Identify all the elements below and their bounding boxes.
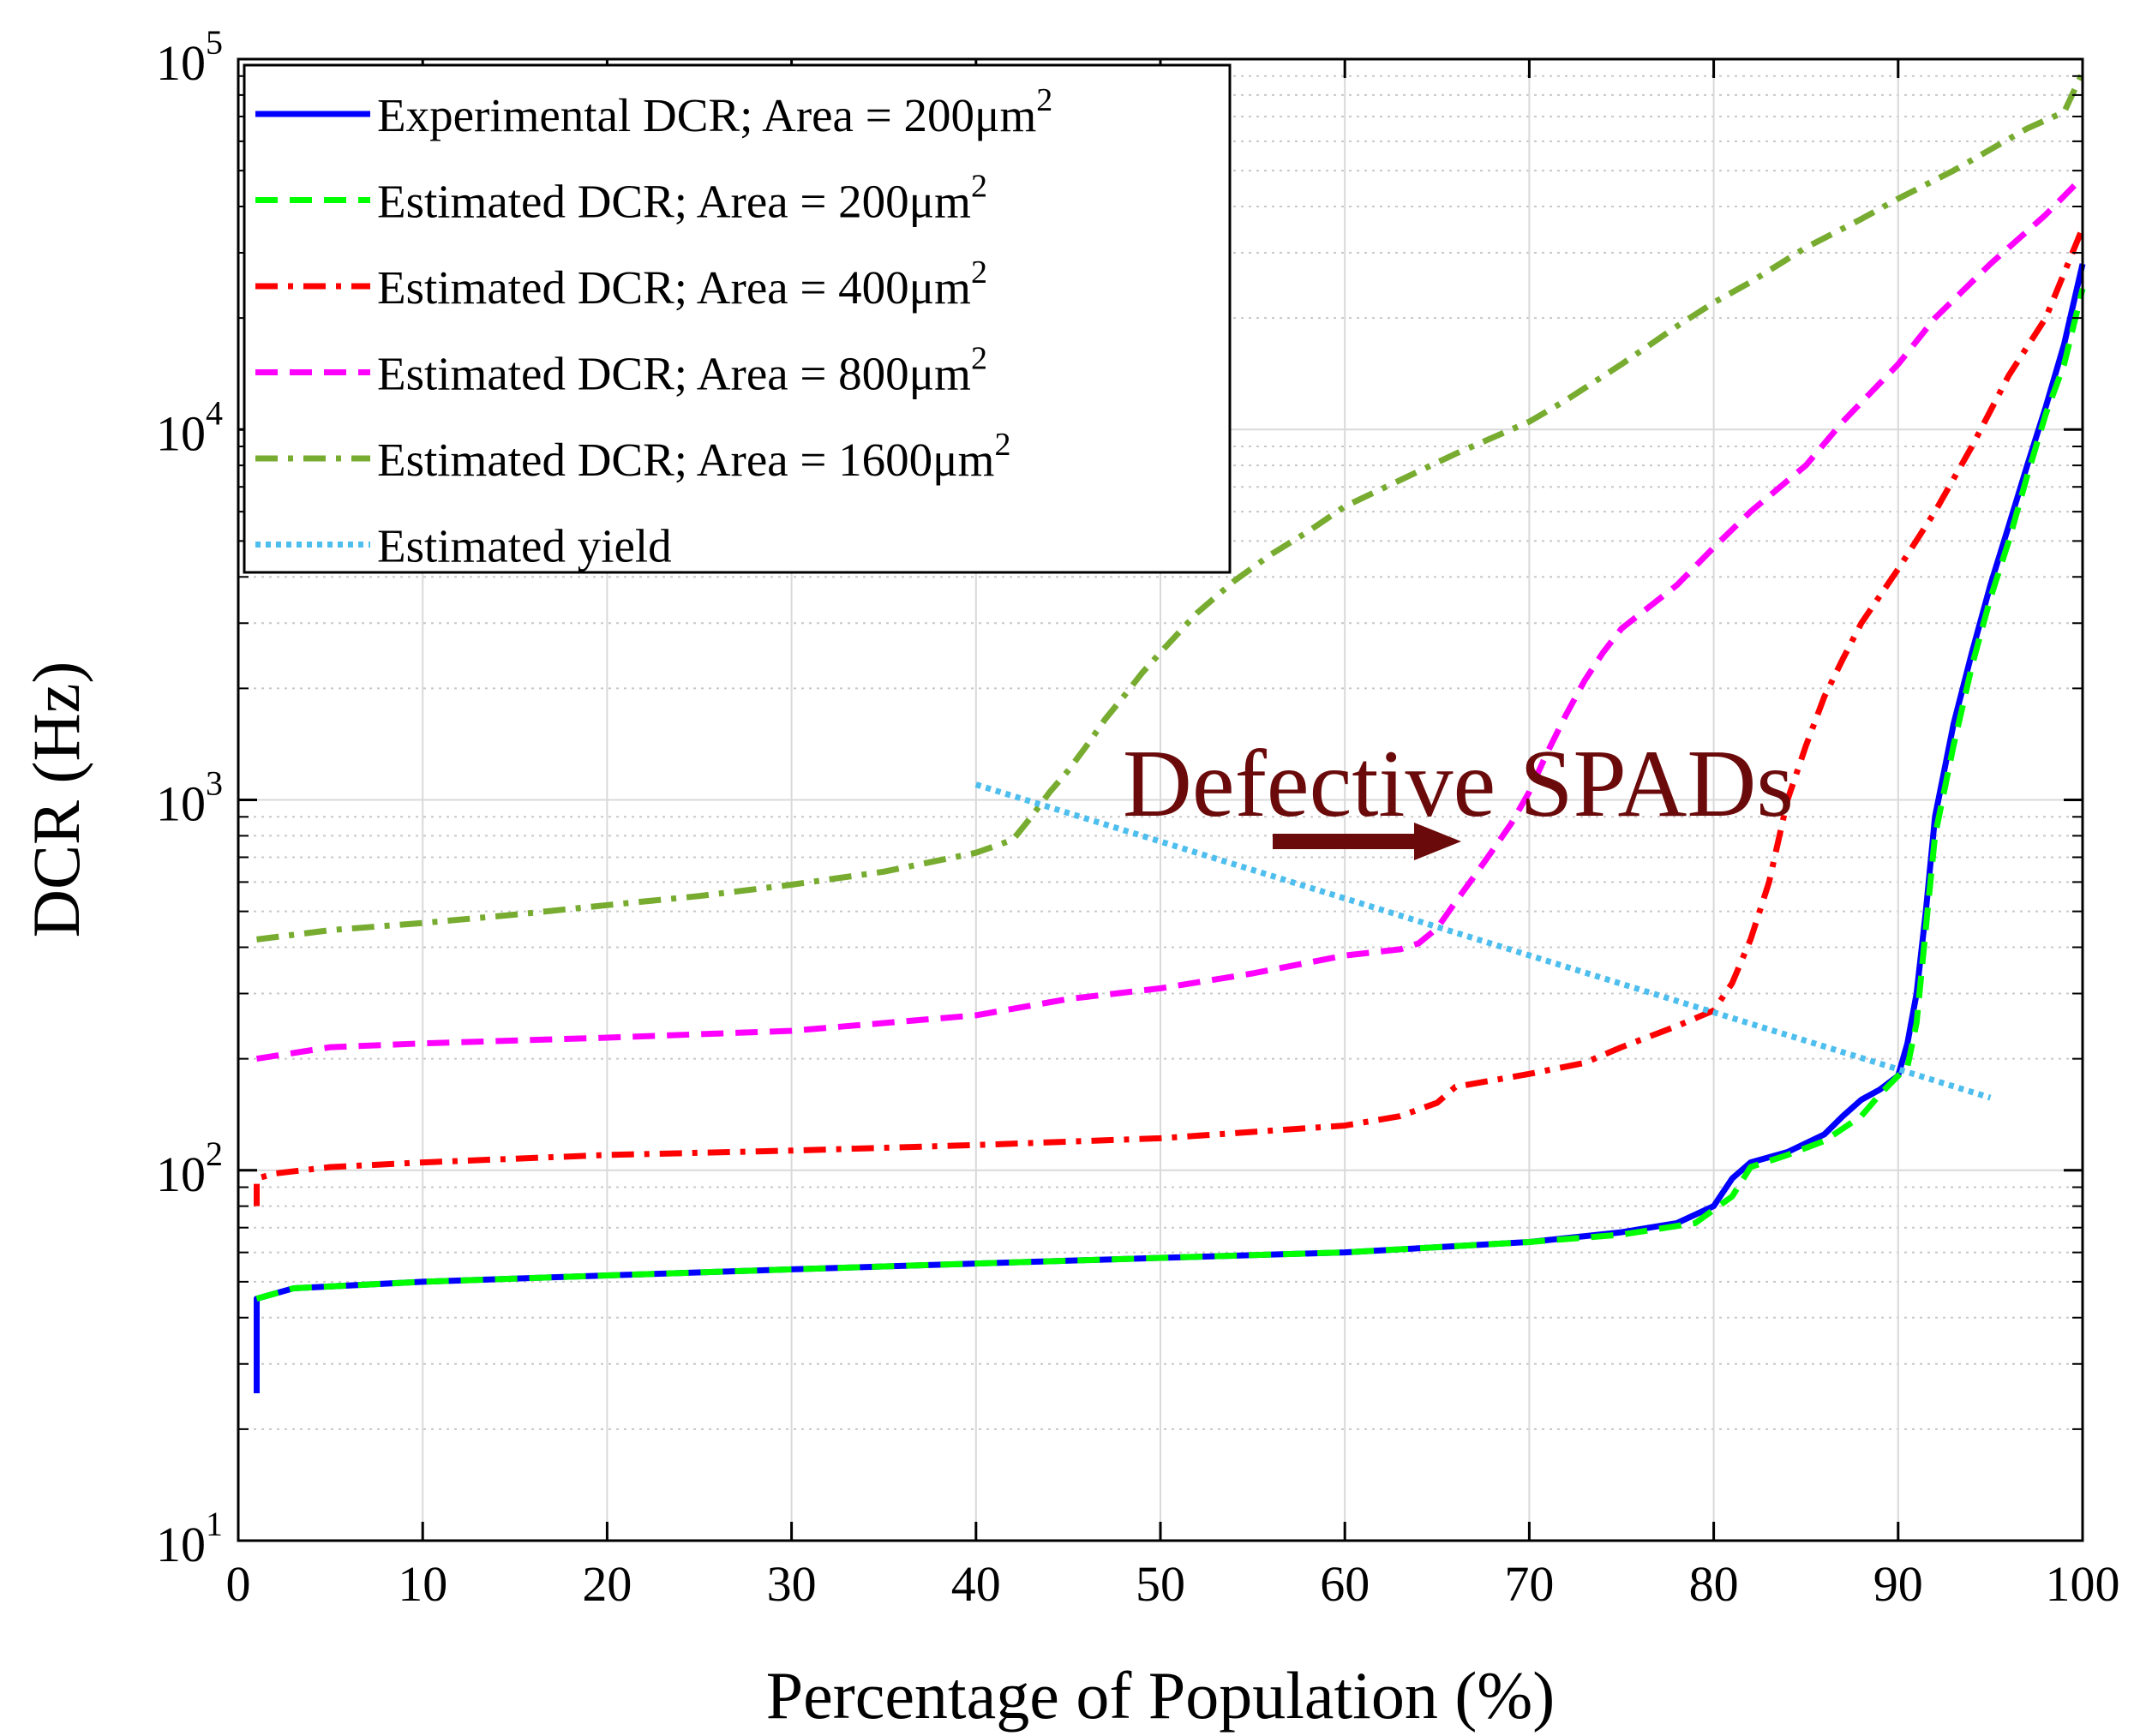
x-tick-label: 40 [951, 1556, 1001, 1612]
plot-lines [254, 71, 2086, 1393]
legend-label-4: Estimated DCR; Area = 800μm2 [377, 341, 987, 400]
series-line-5 [256, 71, 2086, 943]
x-tick-label: 80 [1689, 1556, 1739, 1612]
legend: Experimental DCR; Area = 200μm2 Estimated… [243, 63, 1232, 574]
x-tick-label: 10 [398, 1556, 447, 1612]
x-tick-label: 0 [226, 1556, 251, 1612]
series-line-2 [255, 288, 2086, 1302]
legend-label-5: Estimated DCR; Area = 1600μm2 [377, 427, 1010, 486]
legend-label-1: Experimental DCR; Area = 200μm2 [377, 82, 1052, 141]
x-tick-label: 50 [1136, 1556, 1185, 1612]
annotation-arrow-head [1414, 823, 1461, 860]
series-line-3 [254, 226, 2086, 1206]
y-tick-label: 103 [156, 764, 223, 832]
axis-ticks: 101 102 103 104 105 0 10 20 30 40 50 60 70 80 90 100 [156, 23, 2120, 1612]
x-tick-label: 20 [582, 1556, 632, 1612]
y-tick-label: 104 [156, 393, 223, 461]
x-tick-label: 100 [2046, 1556, 2120, 1612]
series-line-4 [255, 175, 2085, 1063]
x-tick-label: 60 [1320, 1556, 1370, 1612]
y-axis-label: DCR (Hz) [19, 661, 93, 938]
annotation: Defective SPADs [1123, 731, 1794, 860]
x-tick-label: 30 [767, 1556, 817, 1612]
y-tick-label: 102 [156, 1134, 223, 1202]
y-tick-label: 105 [156, 23, 223, 91]
annotation-defective-spads: Defective SPADs [1123, 731, 1794, 837]
legend-box [243, 63, 1232, 574]
legend-label-3: Estimated DCR; Area = 400μm2 [377, 254, 987, 314]
legend-label-2: Estimated DCR; Area = 200μm2 [377, 169, 987, 228]
series-line-6 [974, 781, 1992, 1101]
y-tick-label: 101 [156, 1505, 223, 1572]
x-axis-label: Percentage of Population (%) [766, 1658, 1556, 1733]
x-tick-label: 90 [1873, 1556, 1923, 1612]
x-tick-label: 70 [1504, 1556, 1554, 1612]
legend-label-6: Estimated yield [377, 520, 672, 572]
